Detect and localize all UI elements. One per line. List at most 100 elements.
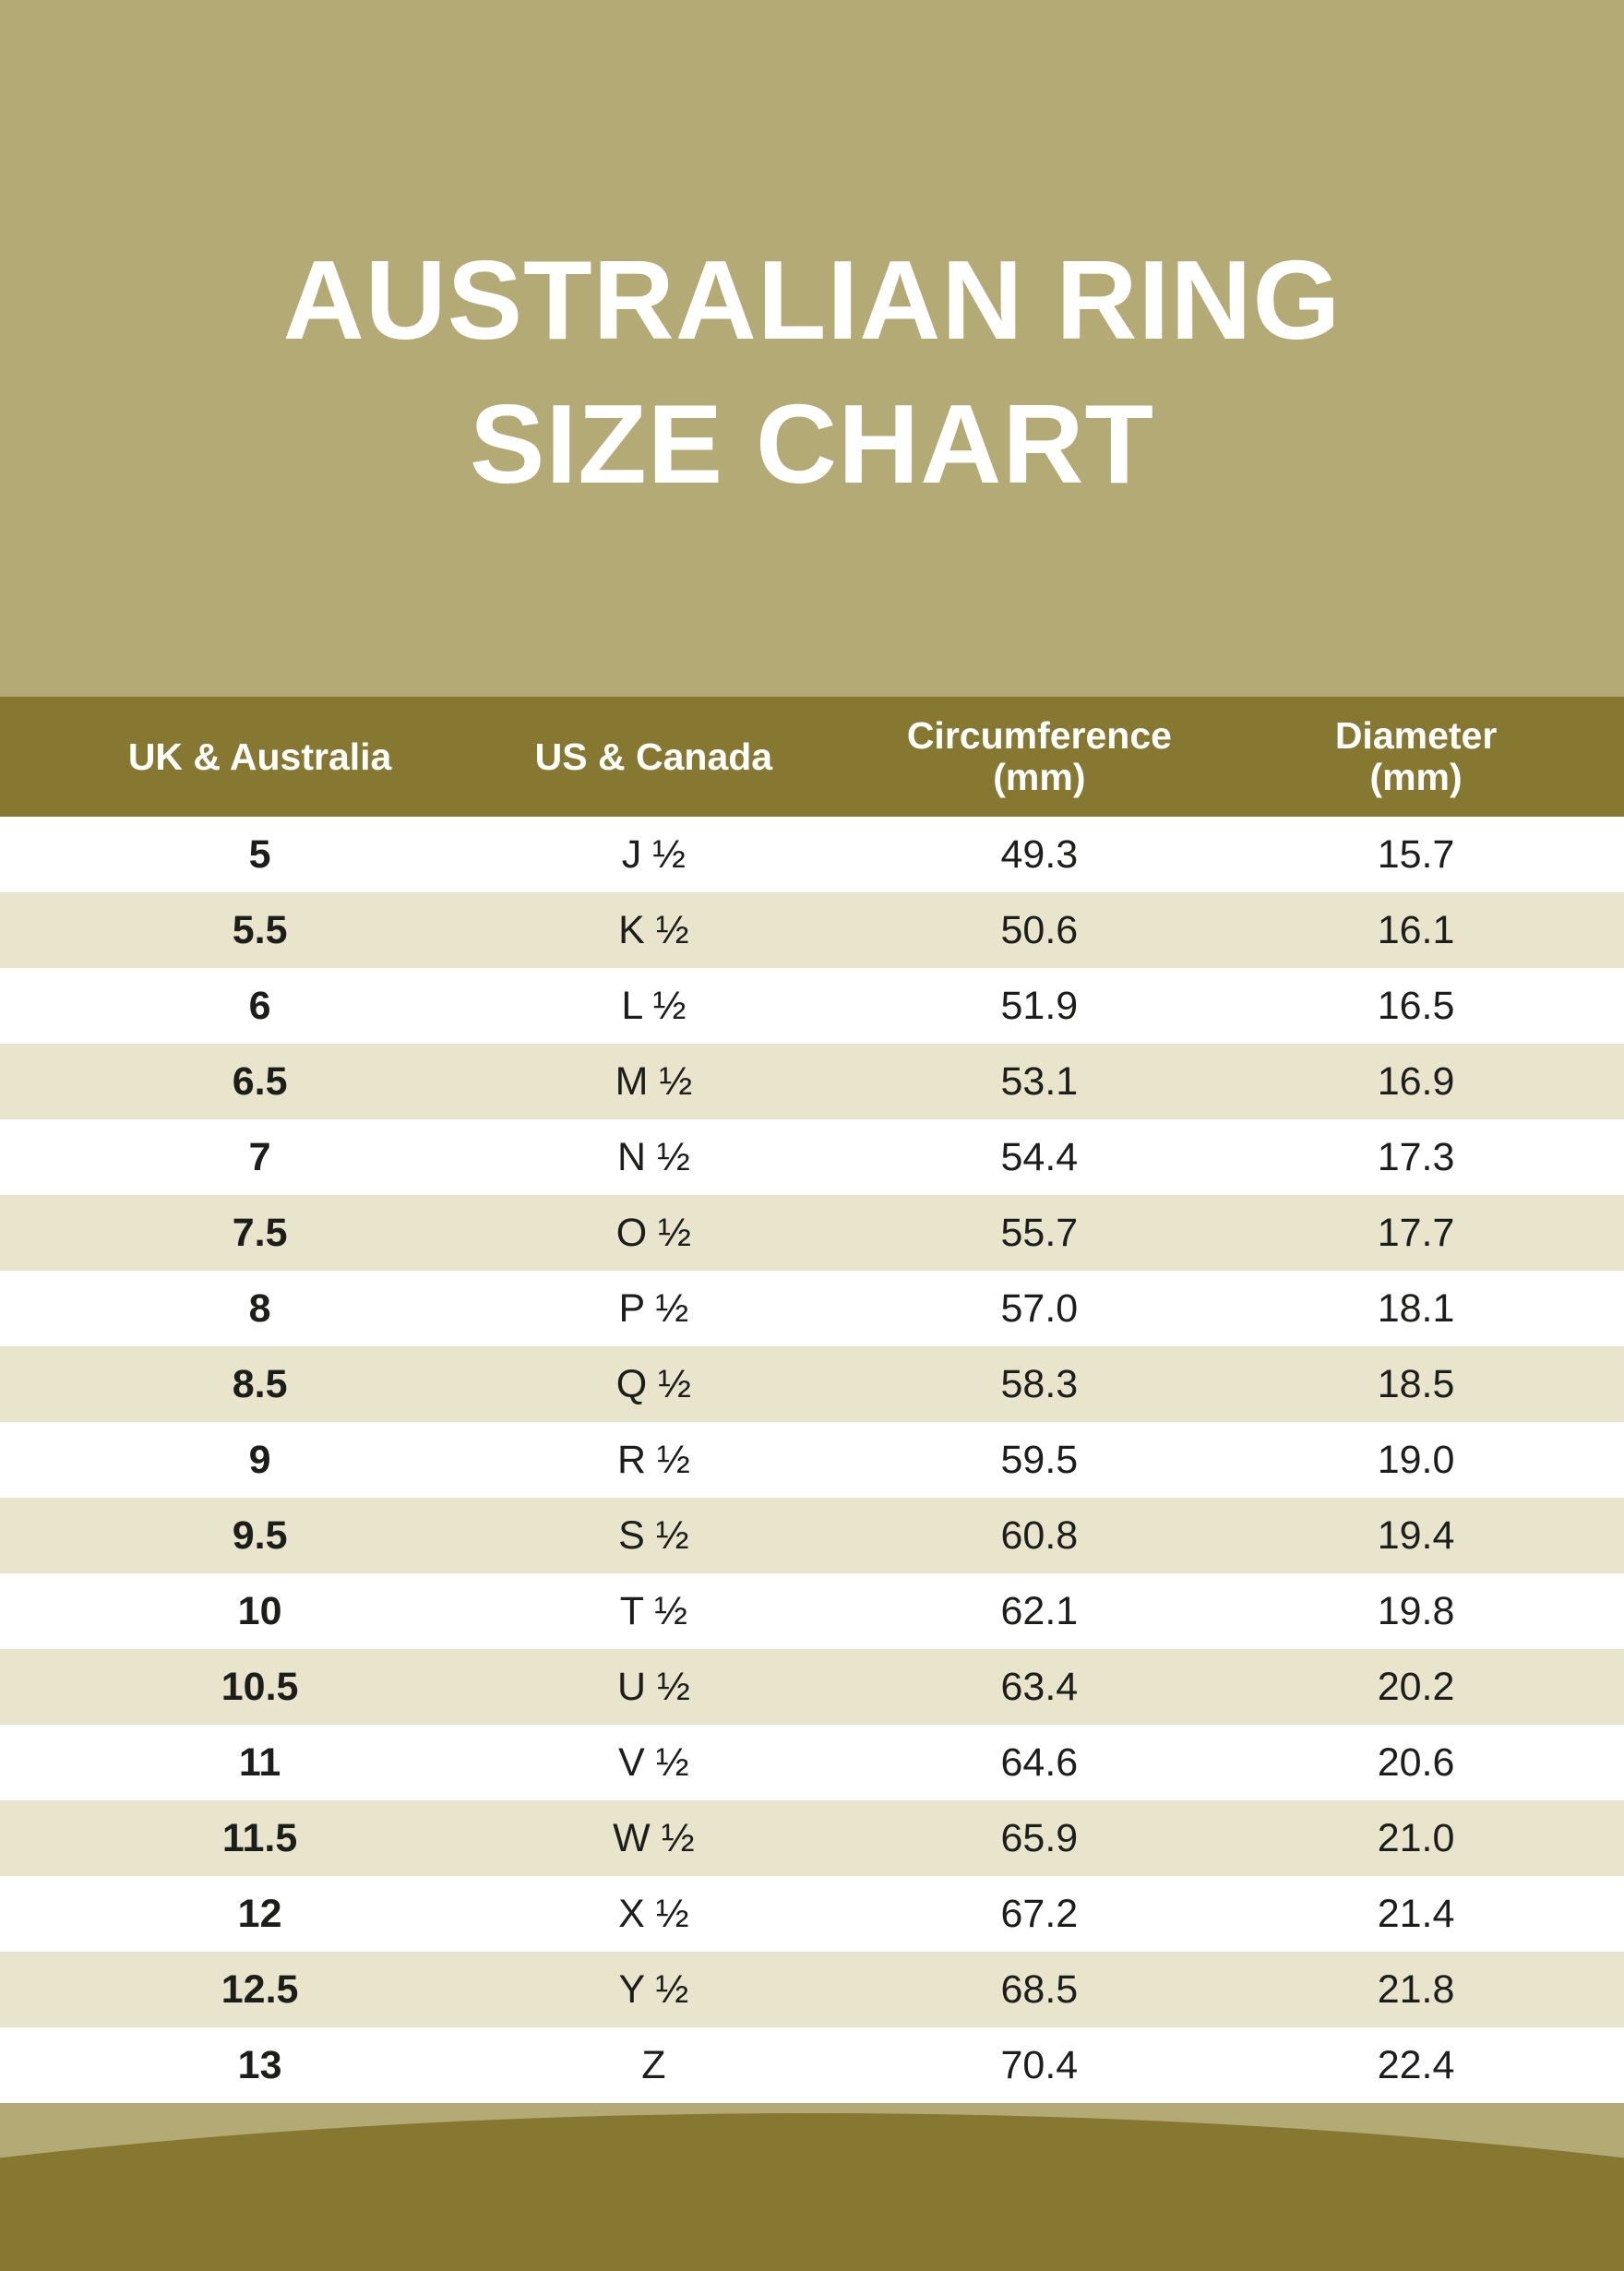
table-cell: 70.4 xyxy=(1000,2042,1079,2087)
table-cell: 18.5 xyxy=(1377,1361,1455,1406)
table-row: 7.5 O ½ 55.7 17.7 xyxy=(0,1195,1624,1271)
table-cell: 58.3 xyxy=(1000,1361,1079,1406)
table-row: 7 N ½ 54.4 17.3 xyxy=(0,1119,1624,1195)
table-cell: 21.8 xyxy=(1377,1966,1455,2012)
table-row: 12.5 Y ½ 68.5 21.8 xyxy=(0,1952,1624,2027)
table-cell: 7.5 xyxy=(232,1210,288,1255)
table-cell: 63.4 xyxy=(1000,1664,1079,1709)
table-cell: 60.8 xyxy=(1000,1512,1079,1558)
title-line-2: SIZE CHART xyxy=(470,381,1154,507)
table-row: 11 V ½ 64.6 20.6 xyxy=(0,1725,1624,1800)
column-header-label: US & Canada xyxy=(534,735,773,778)
table-cell: 15.7 xyxy=(1377,831,1455,877)
table-cell: 5 xyxy=(248,831,271,877)
table-cell: 54.4 xyxy=(1000,1134,1079,1179)
table-cell: Q ½ xyxy=(615,1361,692,1406)
table-row: 10.5 U ½ 63.4 20.2 xyxy=(0,1649,1624,1725)
table-cell: 12 xyxy=(237,1891,282,1936)
table-cell: 22.4 xyxy=(1377,2042,1455,2087)
table-cell: 18.1 xyxy=(1377,1285,1455,1331)
table-cell: U ½ xyxy=(616,1664,690,1709)
table-cell: Z xyxy=(641,2042,666,2087)
table-cell: 65.9 xyxy=(1000,1815,1079,1860)
table-cell: 68.5 xyxy=(1000,1966,1079,2012)
table-cell: 8.5 xyxy=(232,1361,288,1406)
table-row: 12 X ½ 67.2 21.4 xyxy=(0,1876,1624,1952)
column-header-label: Diameter xyxy=(1334,714,1498,757)
table-cell: 6 xyxy=(248,983,271,1028)
table-cell: 19.8 xyxy=(1377,1588,1455,1633)
table-cell: 12.5 xyxy=(221,1966,299,2012)
table-cell: 8 xyxy=(248,1285,271,1331)
table-cell: Y ½ xyxy=(618,1966,689,2012)
table-cell: 11 xyxy=(238,1739,281,1785)
table-row: 13 Z 70.4 22.4 xyxy=(0,2027,1624,2103)
table-cell: 10 xyxy=(237,1588,282,1633)
table-cell: 13 xyxy=(237,2042,282,2087)
column-header-label: Circumference xyxy=(906,714,1172,757)
table-cell: 16.9 xyxy=(1377,1058,1455,1104)
column-header-sub: (mm) xyxy=(1369,756,1463,798)
table-cell: 51.9 xyxy=(1000,983,1079,1028)
table-cell: S ½ xyxy=(618,1512,689,1558)
table-cell: 53.1 xyxy=(1000,1058,1079,1104)
table-row: 8 P ½ 57.0 18.1 xyxy=(0,1271,1624,1346)
table-cell: N ½ xyxy=(616,1134,690,1179)
table-cell: 19.0 xyxy=(1377,1437,1455,1482)
column-header-label: UK & Australia xyxy=(127,735,392,778)
table-cell: P ½ xyxy=(618,1285,689,1331)
table-cell: 21.0 xyxy=(1377,1815,1455,1860)
table-cell: W ½ xyxy=(613,1815,695,1860)
table-cell: T ½ xyxy=(619,1588,688,1633)
table-row: 5 J ½ 49.3 15.7 xyxy=(0,817,1624,892)
table-cell: 62.1 xyxy=(1000,1588,1079,1633)
table-row: 9 R ½ 59.5 19.0 xyxy=(0,1422,1624,1498)
table-row: 9.5 S ½ 60.8 19.4 xyxy=(0,1498,1624,1573)
table-cell: 59.5 xyxy=(1000,1437,1079,1482)
title-line-1: AUSTRALIAN RING xyxy=(282,237,1342,363)
column-header-sub: (mm) xyxy=(993,756,1086,798)
table-cell: 17.7 xyxy=(1377,1210,1455,1255)
table-cell: J ½ xyxy=(621,831,687,877)
table-cell: 20.6 xyxy=(1377,1739,1455,1785)
table-cell: 9.5 xyxy=(232,1512,288,1558)
table-cell: O ½ xyxy=(615,1210,692,1255)
table-row: 6 L ½ 51.9 16.5 xyxy=(0,968,1624,1044)
table-cell: 6.5 xyxy=(232,1058,288,1104)
table-cell: R ½ xyxy=(616,1437,690,1482)
table-cell: 55.7 xyxy=(1000,1210,1079,1255)
column-header-diameter: Diameter (mm) xyxy=(1291,697,1624,817)
column-header-uk-australia: UK & Australia xyxy=(0,697,519,817)
table-cell: K ½ xyxy=(618,907,689,952)
table-cell: X ½ xyxy=(618,1891,689,1936)
column-header-us-canada: US & Canada xyxy=(519,697,787,817)
table-cell: 16.5 xyxy=(1377,983,1455,1028)
table-row: 5.5 K ½ 50.6 16.1 xyxy=(0,892,1624,968)
table-cell: 21.4 xyxy=(1377,1891,1455,1936)
table-cell: 9 xyxy=(248,1437,271,1482)
table-cell: 49.3 xyxy=(1000,831,1079,877)
table-cell: 10.5 xyxy=(221,1664,299,1709)
table-row: 11.5 W ½ 65.9 21.0 xyxy=(0,1800,1624,1876)
table-cell: 7 xyxy=(248,1134,271,1179)
table-header-row: UK & Australia US & Canada Circumference… xyxy=(0,697,1624,817)
table-cell: 20.2 xyxy=(1377,1664,1455,1709)
column-header-circumference: Circumference (mm) xyxy=(788,697,1292,817)
table-cell: 16.1 xyxy=(1377,907,1455,952)
table-cell: 64.6 xyxy=(1000,1739,1079,1785)
table-cell: M ½ xyxy=(615,1058,693,1104)
table-cell: V ½ xyxy=(618,1739,689,1785)
page-title: AUSTRALIAN RING SIZE CHART xyxy=(0,228,1624,516)
table-row: 10 T ½ 62.1 19.8 xyxy=(0,1573,1624,1649)
table-row: 6.5 M ½ 53.1 16.9 xyxy=(0,1044,1624,1119)
table-cell: 50.6 xyxy=(1000,907,1079,952)
table-cell: 67.2 xyxy=(1000,1891,1079,1936)
table-cell: L ½ xyxy=(621,983,687,1028)
bottom-dome-decoration xyxy=(0,2113,1624,2271)
table-cell: 5.5 xyxy=(232,907,288,952)
table-cell: 57.0 xyxy=(1000,1285,1079,1331)
table-body: 5 J ½ 49.3 15.7 5.5 K ½ 50.6 16.1 6 L ½ 51.9 16.5 6.… xyxy=(0,817,1624,2103)
table-row: 8.5 Q ½ 58.3 18.5 xyxy=(0,1346,1624,1422)
table-cell: 11.5 xyxy=(221,1815,298,1860)
